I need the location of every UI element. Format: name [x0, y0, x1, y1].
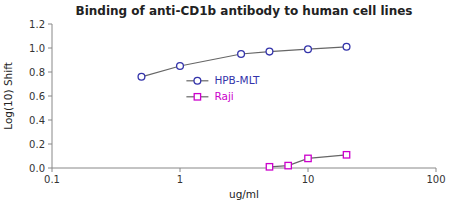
chart: Binding of anti-CD1b antibody to human c…: [0, 0, 450, 202]
y-tick: [48, 144, 52, 145]
x-tick-label: 1: [177, 174, 183, 185]
y-tick: [48, 72, 52, 73]
point: [177, 63, 184, 70]
y-tick: [48, 48, 52, 49]
legend-entry: Raji: [214, 90, 233, 102]
point: [305, 155, 311, 161]
legend: HPB-MLT Raji: [186, 74, 260, 102]
legend-entry: HPB-MLT: [214, 74, 260, 86]
x-tick: [436, 168, 437, 172]
series-line: [141, 47, 346, 77]
point: [266, 164, 272, 170]
x-tick: [180, 168, 181, 172]
title: Binding of anti-CD1b antibody to human c…: [75, 4, 412, 18]
y-tick-label: 1.2: [29, 19, 45, 30]
y-label: Log(10) Shift: [2, 62, 14, 130]
point: [238, 51, 245, 58]
point: [343, 43, 350, 50]
x-tick: [308, 168, 309, 172]
y-tick-label: 0.6: [29, 91, 45, 102]
y-tick: [48, 168, 52, 169]
x-tick-label: 10: [302, 174, 315, 185]
point: [343, 152, 349, 158]
y-tick: [48, 24, 52, 25]
point: [138, 73, 145, 80]
x-label: ug/ml: [229, 188, 259, 200]
x-tick-label: 0.1: [44, 174, 60, 185]
x-tick-label: 100: [426, 174, 445, 185]
series-line: [269, 155, 346, 167]
y-tick: [48, 96, 52, 97]
y-tick-label: 0.4: [29, 115, 45, 126]
y-tick-label: 0.8: [29, 67, 45, 78]
y-tick: [48, 120, 52, 121]
point: [305, 46, 312, 53]
y-tick-label: 1.0: [29, 43, 45, 54]
legend-marker: [194, 94, 200, 100]
y-tick-label: 0.0: [29, 163, 45, 174]
x-axis: [52, 168, 436, 169]
legend-marker: [194, 77, 201, 84]
point: [285, 162, 291, 168]
x-tick: [52, 168, 53, 172]
plot-area: [138, 43, 350, 170]
y-tick-label: 0.2: [29, 139, 45, 150]
point: [266, 48, 273, 55]
